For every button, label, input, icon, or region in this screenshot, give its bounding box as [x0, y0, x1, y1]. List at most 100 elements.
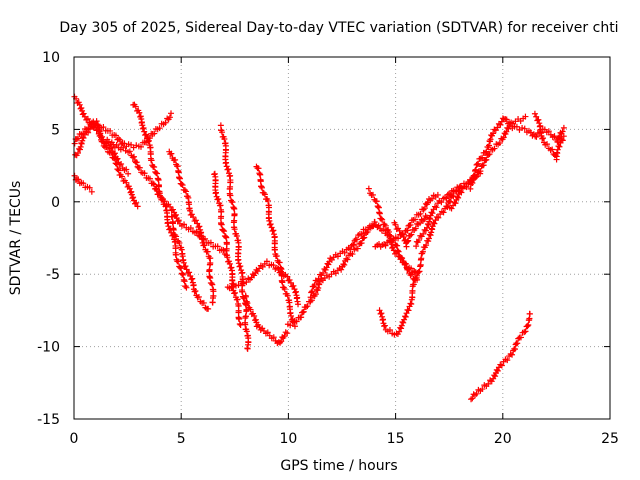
data-point [76, 146, 83, 153]
data-point [311, 282, 318, 289]
data-series-track-8 [168, 213, 212, 312]
data-point [485, 380, 492, 387]
data-point [433, 213, 440, 220]
data-point [237, 263, 244, 270]
data-point [479, 386, 486, 393]
data-point [251, 312, 258, 319]
data-point [458, 189, 465, 196]
data-point [300, 308, 307, 315]
data-point [118, 161, 125, 168]
data-point [208, 280, 215, 287]
data-point [175, 258, 182, 265]
data-point [545, 128, 552, 135]
data-point [192, 288, 199, 295]
data-point [153, 186, 160, 193]
data-point [514, 340, 521, 347]
data-point [255, 165, 262, 172]
data-series-track-18 [391, 212, 430, 250]
data-point [205, 305, 212, 312]
data-point [407, 221, 414, 228]
data-point [99, 133, 106, 140]
data-point [519, 125, 526, 132]
y-tick-label: -5 [46, 267, 60, 283]
data-point [228, 284, 235, 291]
data-point [134, 203, 141, 210]
data-point [219, 129, 226, 136]
data-series-track-13 [242, 292, 291, 347]
data-point [132, 103, 139, 110]
data-point [417, 210, 424, 217]
data-point [71, 172, 78, 179]
data-point [504, 357, 511, 364]
data-point [201, 242, 208, 249]
data-point [483, 156, 490, 163]
data-point [244, 345, 251, 352]
data-point [423, 242, 430, 249]
data-point [485, 151, 492, 158]
data-point [270, 227, 277, 234]
data-point [415, 268, 422, 275]
data-point [416, 268, 423, 275]
data-point [168, 110, 175, 117]
data-point [415, 237, 422, 244]
data-point [88, 188, 95, 195]
data-point [382, 242, 389, 249]
data-point [533, 133, 540, 140]
data-point [193, 228, 200, 235]
data-point [168, 150, 175, 157]
data-point [264, 329, 271, 336]
data-point [443, 195, 450, 202]
data-point [487, 136, 494, 143]
data-point [114, 155, 121, 162]
data-point [400, 234, 407, 241]
data-point [279, 279, 286, 286]
data-point [173, 233, 180, 240]
data-point [365, 185, 372, 192]
data-point [107, 127, 114, 134]
data-point [420, 206, 427, 213]
data-point [152, 185, 159, 192]
data-point [225, 258, 232, 265]
data-point [97, 130, 104, 137]
data-point [156, 192, 163, 199]
data-point [315, 275, 322, 282]
data-point [142, 132, 149, 139]
data-point [154, 170, 161, 177]
data-point [183, 284, 190, 291]
data-point [151, 181, 158, 188]
data-point [84, 115, 91, 122]
data-point [402, 260, 409, 267]
data-point [389, 244, 396, 251]
data-point [298, 314, 305, 321]
data-point [281, 286, 288, 293]
x-tick-label: 15 [387, 431, 405, 447]
data-point [224, 254, 231, 261]
data-point [215, 195, 222, 202]
x-tick-label: 25 [601, 431, 619, 447]
data-point [181, 187, 188, 194]
data-points [71, 93, 567, 403]
data-point [555, 143, 562, 150]
data-point [341, 249, 348, 256]
data-point [398, 325, 405, 332]
data-point [112, 132, 119, 139]
data-point [93, 118, 100, 125]
data-point [179, 271, 186, 278]
data-point [114, 166, 121, 173]
data-point [425, 235, 432, 242]
x-tick-label: 10 [279, 431, 297, 447]
data-point [531, 110, 538, 117]
data-point [492, 373, 499, 380]
data-point [524, 323, 531, 330]
data-point [166, 114, 173, 121]
data-point [266, 217, 273, 224]
data-series-track-24 [468, 310, 533, 403]
data-point [75, 135, 82, 142]
data-point [237, 321, 244, 328]
data-point [231, 289, 238, 296]
data-point [378, 310, 385, 317]
data-point [190, 214, 197, 221]
data-point [475, 160, 482, 167]
data-series-track-23 [531, 110, 567, 163]
data-point [494, 124, 501, 131]
